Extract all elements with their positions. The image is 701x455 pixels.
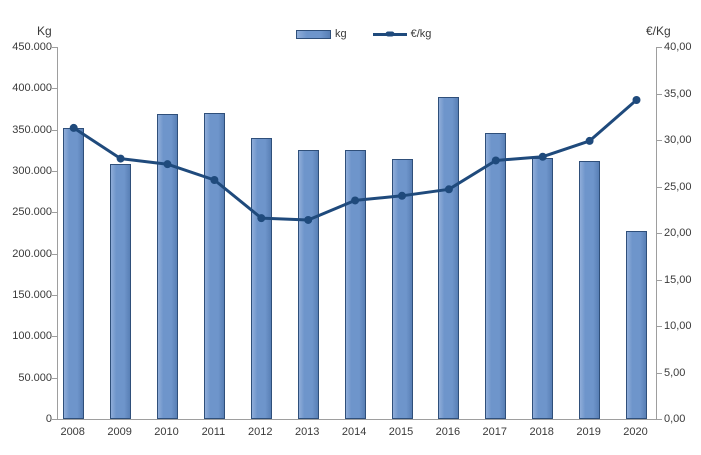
legend-item-kg: kg [296,28,347,40]
x-axis-label-2018: 2018 [529,426,554,438]
right-axis-tick-label: 40,00 [664,41,692,53]
line-marker-2016 [444,185,453,194]
x-axis-label-2015: 2015 [388,426,414,438]
bar-2016 [438,97,460,419]
x-axis-label-2011: 2011 [201,426,226,438]
x-axis-label-2013: 2013 [294,426,320,438]
right-axis-tick-label: 30,00 [664,134,692,146]
left-axis-tickmark [52,129,58,131]
right-axis-tick-label: 35,00 [664,87,692,100]
left-axis-title: Kg [37,24,52,38]
line-marker-2009 [116,154,125,163]
line-marker-2017 [491,156,500,165]
right-axis-tickmark [656,93,662,95]
right-axis-tickmark [656,419,662,420]
left-axis-tickmark [52,253,58,255]
line-series-swatch-icon [372,31,407,37]
left-axis-tick-label: 250.000 [12,206,52,219]
left-axis-tick-label: 350.000 [12,123,52,136]
x-axis-label-2014: 2014 [341,426,367,438]
left-axis-tickmark [52,171,58,172]
right-axis-tick-label: 25,00 [664,180,692,193]
legend-label-kg: kg [335,28,347,40]
right-axis-tickmark [656,140,662,141]
left-axis-tick-labels: 450.000 400.000 350.000 300.000 250.000 200.0… [0,41,52,425]
left-axis-tickmark [52,212,58,214]
bar-2010 [157,114,178,419]
line-marker-2018 [538,152,547,161]
left-axis-tick-label: 200.000 [12,247,52,260]
legend: kg €/kg [296,28,431,40]
left-axis-tickmark [52,295,58,296]
x-axis-label-2019: 2019 [576,426,601,438]
left-axis-tickmark [52,88,58,90]
legend-item-eur-per-kg: €/kg [372,28,432,40]
x-axis-label-2010: 2010 [154,426,179,438]
left-axis-tick-label: 50.000 [18,371,52,384]
line-marker-icon [385,31,395,37]
right-axis-title: €/Kg [646,24,671,38]
left-axis-tickmark [52,377,58,379]
line-marker-2012 [257,214,266,223]
plot-area [52,47,662,420]
line-marker-2013 [304,215,313,224]
right-axis-tickmark [656,279,662,281]
left-axis-tick-label: 450.000 [12,41,52,53]
x-axis-label-2009: 2009 [107,426,132,438]
right-axis-tick-label: 5,00 [664,366,686,379]
right-axis-tickmark [656,326,662,327]
bar-2020 [626,231,647,419]
line-marker-2011 [210,175,219,184]
line-marker-2015 [398,191,406,200]
left-axis-tick-label: 300.000 [12,165,52,177]
bar-2017 [485,133,507,419]
line-marker-2010 [163,160,172,169]
x-axis-label-2012: 2012 [248,426,273,438]
right-axis-tickmark [656,372,662,374]
line-series [69,96,641,224]
left-axis-tick-label: 100.000 [12,330,52,343]
line-marker-2019 [585,136,594,145]
right-axis-tickmark [656,233,662,234]
line-marker-2008 [69,123,78,132]
right-axis-tickmark [656,47,662,48]
x-axis-labels: 2008 2009 2010 2011 2012 2013 2014 2015 2016 2017… [57,426,655,442]
left-axis-tick-label: 0 [45,413,52,425]
x-axis-label-2016: 2016 [435,426,461,438]
legend-label-eur-per-kg: €/kg [410,28,432,40]
right-axis-tick-label: 15,00 [664,273,692,286]
left-axis-tickmark [52,419,58,420]
bar-2015 [391,159,413,419]
right-axis-tick-label: 0,00 [664,413,686,425]
x-axis-label-2020: 2020 [623,426,648,438]
bar-2014 [344,150,366,419]
right-axis-tick-labels: 40,00 35,00 30,00 25,00 20,00 15,00 10,00 5,00 0… [664,41,701,425]
left-axis-tick-label: 400.000 [12,82,52,95]
bar-2012 [250,138,272,419]
left-axis-tickmark [52,336,58,338]
bar-2009 [110,164,132,419]
left-axis-tick-label: 150.000 [12,289,52,301]
x-axis-label-2008: 2008 [60,426,85,438]
bar-series-swatch-icon [296,29,331,39]
right-axis-tick-label: 10,00 [664,320,692,332]
bar-2011 [203,113,225,419]
line-marker-2014 [351,196,360,205]
line-marker-2020 [632,96,641,105]
right-axis-tick-label: 20,00 [664,227,692,239]
x-axis-label-2017: 2017 [482,426,508,438]
left-axis-tickmark [52,47,58,48]
right-axis-tickmark [656,186,662,188]
bar-2019 [579,161,601,419]
